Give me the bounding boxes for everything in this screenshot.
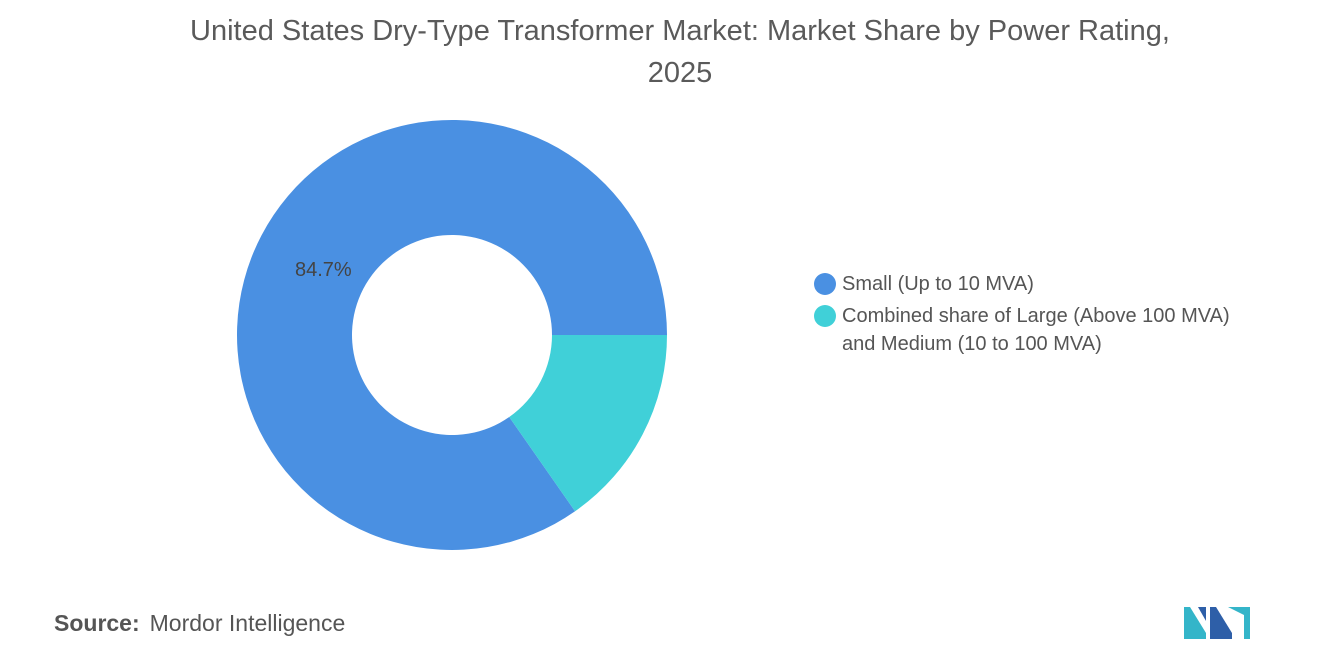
- legend-label-large-medium: Combined share of Large (Above 100 MVA) …: [842, 305, 1230, 355]
- chart-title-line-2: 2025: [647, 57, 713, 89]
- chart-legend: Small (Up to 10 MVA) Combined share of L…: [814, 270, 1234, 362]
- logo-shape-left-top: [1198, 607, 1206, 621]
- data-label-slice-small: 84.7%: [295, 259, 352, 281]
- source-value: Mordor Intelligence: [149, 610, 346, 636]
- mordor-intelligence-logo: [1184, 607, 1250, 639]
- source-label: Source:: [54, 610, 140, 636]
- legend-item-small: Small (Up to 10 MVA): [814, 270, 1234, 298]
- legend-item-large-medium: Combined share of Large (Above 100 MVA) …: [814, 302, 1234, 358]
- legend-swatch-small: [814, 273, 836, 295]
- logo-shape-middle: [1210, 607, 1232, 639]
- chart-title: United States Dry-Type Transformer Marke…: [60, 10, 1300, 94]
- slice-large-medium: [509, 335, 667, 512]
- slice-small: [237, 119, 667, 550]
- chart-title-line-1: United States Dry-Type Transformer Marke…: [190, 15, 1170, 47]
- logo-shape-left: [1184, 607, 1206, 639]
- logo-shape-right: [1228, 607, 1250, 639]
- source-note: Source: Mordor Intelligence: [54, 610, 345, 637]
- legend-label-small: Small (Up to 10 MVA): [842, 273, 1034, 295]
- legend-swatch-large-medium: [814, 305, 836, 327]
